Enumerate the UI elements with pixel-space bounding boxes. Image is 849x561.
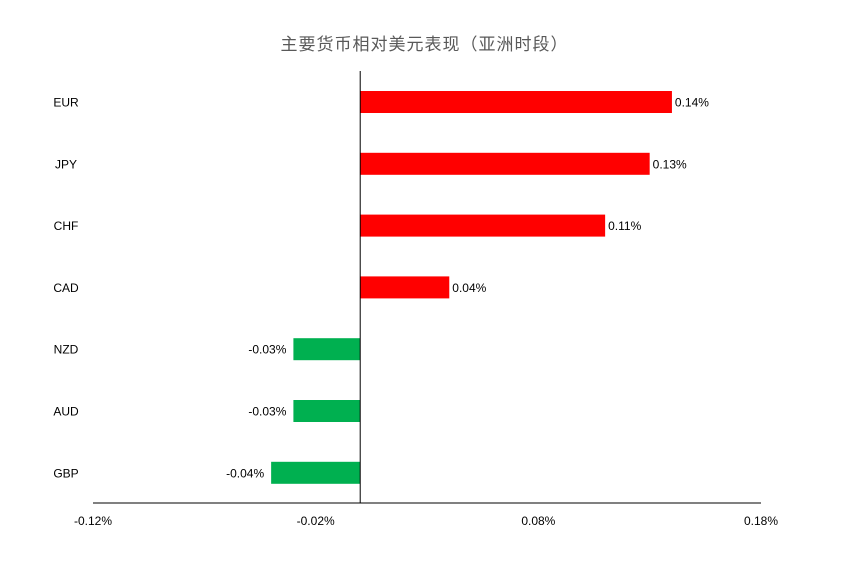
category-label-gbp: GBP	[53, 466, 78, 480]
bar-nzd	[293, 338, 361, 361]
bar-jpy	[360, 152, 650, 175]
chart-title: 主要货币相对美元表现（亚洲时段）	[280, 35, 569, 55]
category-label-cad: CAD	[53, 281, 79, 295]
bar-cad	[360, 276, 450, 299]
category-label-jpy: JPY	[55, 157, 77, 171]
bar-eur	[360, 91, 672, 113]
bar-gbp	[271, 461, 361, 484]
data-label-chf: 0.11%	[608, 219, 641, 233]
data-label-jpy: 0.13%	[653, 157, 687, 171]
category-label-chf: CHF	[54, 219, 79, 233]
data-label-eur: 0.14%	[675, 96, 709, 110]
data-label-nzd: -0.03%	[248, 343, 286, 357]
bar-aud	[293, 400, 361, 422]
data-labels-layer: 0.14% 0.13% 0.11% 0.04% -0.03% -0.03% -0.04%	[226, 96, 709, 481]
x-tick-label: 0.08%	[521, 514, 555, 528]
x-tick-label: -0.12%	[74, 514, 112, 528]
x-tick-label: -0.02%	[297, 514, 335, 528]
data-label-cad: 0.04%	[452, 281, 486, 295]
category-label-eur: EUR	[53, 96, 79, 110]
x-tick-label: 0.18%	[744, 514, 778, 528]
x-tick-labels-layer: -0.12% -0.02% 0.08% 0.18%	[74, 514, 778, 528]
category-label-aud: AUD	[53, 405, 79, 419]
data-label-aud: -0.03%	[248, 405, 286, 419]
category-labels-layer: EUR JPY CHF CAD NZD AUD GBP	[53, 96, 79, 481]
bar-chf	[360, 214, 606, 237]
data-label-gbp: -0.04%	[226, 466, 264, 480]
category-label-nzd: NZD	[54, 343, 79, 357]
bars-layer	[271, 91, 672, 484]
